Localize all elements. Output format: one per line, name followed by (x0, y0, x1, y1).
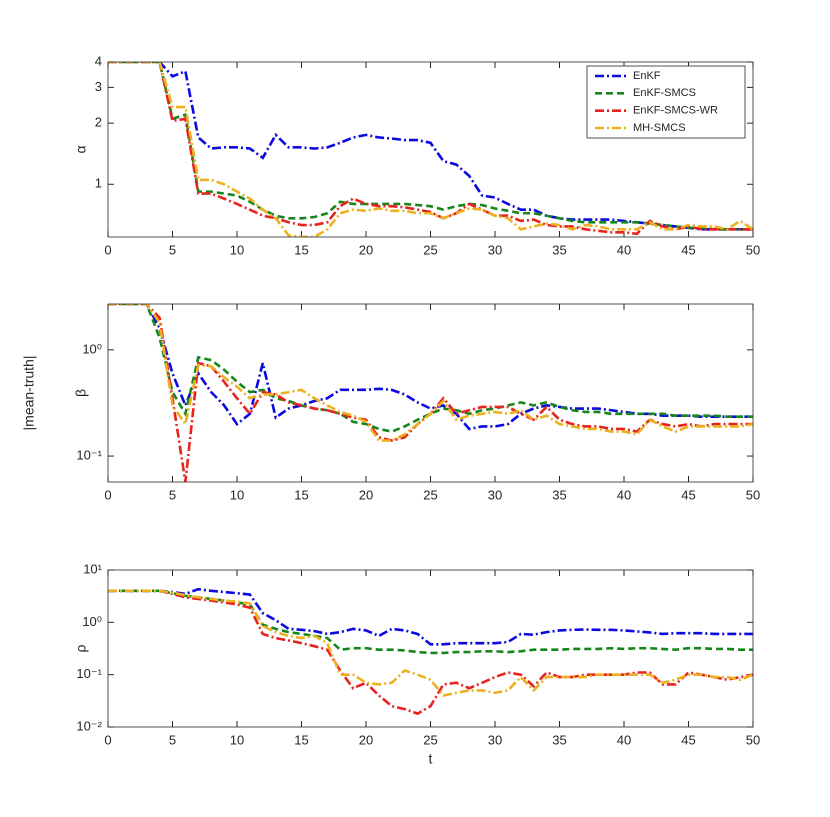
x-tick-label: 35 (552, 242, 566, 257)
x-tick-label: 10 (230, 732, 244, 747)
x-tick-label: 5 (169, 242, 176, 257)
y-tick-label: 10⁰ (82, 341, 102, 356)
x-tick-label: 10 (230, 487, 244, 502)
y-tick-label: 10⁻¹ (76, 448, 102, 463)
series-line (108, 304, 753, 442)
x-tick-label: 50 (746, 732, 760, 747)
x-tick-label: 25 (423, 242, 437, 257)
x-tick-label: 45 (681, 242, 695, 257)
series-line (108, 589, 753, 655)
x-tick-label: 10 (230, 242, 244, 257)
series-line (108, 62, 753, 237)
x-tick-label: 20 (359, 242, 373, 257)
x-tick-label: 25 (423, 487, 437, 502)
x-tick-label: 30 (488, 732, 502, 747)
y-tick-label: 4 (95, 53, 102, 68)
x-tick-label: 30 (488, 242, 502, 257)
x-tick-label: 40 (617, 732, 631, 747)
legend-label: EnKF (633, 70, 661, 82)
x-axis-label: t (429, 751, 433, 767)
legend-label: EnKF-SMCS (633, 87, 696, 99)
y-tick-label: 10⁰ (82, 614, 102, 629)
series-line (108, 589, 753, 697)
x-tick-label: 45 (681, 732, 695, 747)
figure-y-label: |mean-truth| (21, 356, 37, 431)
legend-label: EnKF-SMCS-WR (633, 105, 718, 117)
y-tick-label: 10⁻² (76, 718, 102, 733)
x-tick-label: 45 (681, 487, 695, 502)
y-axis-label: β (73, 389, 89, 397)
x-tick-label: 35 (552, 487, 566, 502)
y-tick-label: 1 (95, 176, 102, 191)
series-line (108, 589, 753, 716)
series-line (108, 587, 753, 646)
x-tick-label: 35 (552, 732, 566, 747)
x-tick-label: 15 (294, 242, 308, 257)
axes-border (107, 61, 754, 238)
y-tick-label: 3 (95, 79, 102, 94)
y-axis-label: ρ (73, 644, 89, 652)
x-tick-label: 0 (104, 732, 111, 747)
axes-border (107, 303, 754, 483)
x-tick-label: 50 (746, 242, 760, 257)
series-line (108, 304, 753, 433)
y-tick-label: 10⁻¹ (76, 666, 102, 681)
axes-border (107, 569, 754, 728)
y-tick-label: 2 (95, 115, 102, 130)
x-tick-label: 0 (104, 487, 111, 502)
x-tick-label: 50 (746, 487, 760, 502)
x-tick-label: 40 (617, 242, 631, 257)
legend-label: MH-SMCS (633, 122, 686, 134)
legend-box (586, 65, 746, 139)
series-line (108, 62, 753, 231)
x-tick-label: 25 (423, 732, 437, 747)
x-tick-label: 20 (359, 487, 373, 502)
x-tick-label: 30 (488, 487, 502, 502)
x-tick-label: 40 (617, 487, 631, 502)
series-line (108, 304, 753, 431)
y-axis-label: α (73, 145, 89, 153)
y-tick-label: 10¹ (83, 561, 102, 576)
x-tick-label: 15 (294, 487, 308, 502)
x-tick-label: 15 (294, 732, 308, 747)
axes-frame (108, 304, 753, 482)
x-tick-label: 20 (359, 732, 373, 747)
x-tick-label: 0 (104, 242, 111, 257)
x-tick-label: 5 (169, 487, 176, 502)
x-tick-label: 5 (169, 732, 176, 747)
